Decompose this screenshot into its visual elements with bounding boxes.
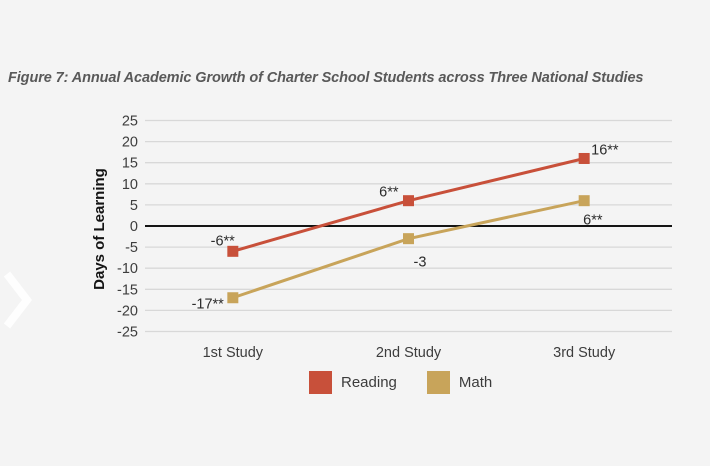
- data-point-math: [403, 233, 414, 245]
- data-point-reading: [403, 195, 414, 207]
- chart-legend: Reading Math: [309, 371, 492, 394]
- y-tick-label: -25: [117, 325, 138, 341]
- y-tick-label: 15: [122, 156, 138, 172]
- y-tick-label: -15: [117, 282, 138, 298]
- data-point-math: [578, 195, 590, 207]
- data-point-label: -6**: [211, 233, 236, 249]
- x-category-label: 2nd Study: [376, 345, 442, 361]
- y-tick-label: 20: [122, 135, 138, 151]
- legend-item-reading: Reading: [309, 371, 397, 394]
- data-point-label: -3: [414, 255, 427, 271]
- reading-swatch-icon: [309, 371, 332, 394]
- y-tick-label: -5: [125, 240, 138, 256]
- y-axis-title: Days of Learning: [91, 168, 108, 290]
- x-category-label: 3rd Study: [553, 345, 616, 361]
- data-point-label: -17**: [192, 297, 225, 313]
- y-tick-label: 5: [130, 198, 138, 214]
- series-line-math: [232, 199, 585, 300]
- y-tick-label: -20: [117, 303, 138, 319]
- y-tick-label: 0: [130, 219, 138, 235]
- data-point-math: [227, 292, 239, 304]
- y-tick-label: 10: [122, 177, 138, 193]
- chevron-right-icon[interactable]: [3, 268, 33, 332]
- x-category-label: 1st Study: [203, 345, 264, 361]
- legend-label-math: Math: [458, 374, 493, 391]
- legend-label-reading: Reading: [341, 374, 397, 391]
- y-tick-label: 25: [122, 114, 138, 130]
- data-point-reading: [578, 152, 590, 164]
- data-point-label: 6**: [583, 213, 603, 229]
- math-swatch-icon: [426, 371, 450, 394]
- figure-title: Figure 7: Annual Academic Growth of Char…: [8, 70, 644, 86]
- legend-item-math: Math: [426, 371, 493, 394]
- data-point-label: 16**: [591, 142, 619, 158]
- data-point-label: 6**: [379, 185, 399, 201]
- y-tick-label: -10: [117, 261, 138, 277]
- data-point-reading: [227, 245, 239, 257]
- bottom-strip: [0, 466, 710, 474]
